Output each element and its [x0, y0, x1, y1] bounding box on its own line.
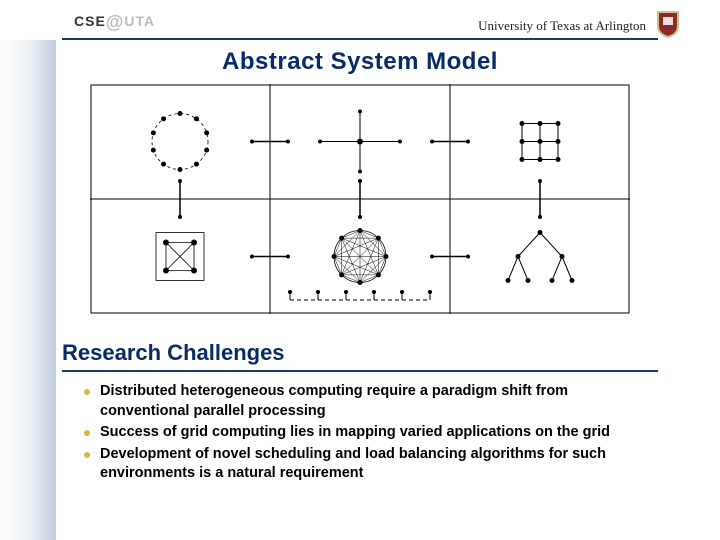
dept-logo: CSE@UTA: [74, 12, 155, 33]
university-name: University of Texas at Arlington: [478, 18, 646, 34]
list-item: Success of grid computing lies in mappin…: [66, 423, 660, 443]
slide-title: Abstract System Model: [0, 48, 720, 76]
header-rule: [62, 38, 658, 40]
list-item: Distributed heterogeneous computing requ…: [66, 382, 660, 421]
bullet-text: Distributed heterogeneous computing requ…: [100, 382, 660, 421]
bullet-icon: [84, 430, 90, 436]
decorative-sidebar: [0, 40, 56, 540]
bullet-text: Success of grid computing lies in mappin…: [100, 423, 610, 443]
logo-cse: CSE: [74, 13, 106, 29]
system-model-diagram: [90, 84, 630, 314]
bullet-text: Development of novel scheduling and load…: [100, 445, 660, 484]
section-rule: [62, 370, 658, 372]
logo-uta: UTA: [124, 13, 155, 29]
university-crest-icon: [656, 10, 680, 38]
section-heading: Research Challenges: [62, 340, 285, 366]
bullet-list: Distributed heterogeneous computing requ…: [66, 382, 660, 486]
bullet-icon: [84, 389, 90, 395]
logo-at-icon: @: [106, 12, 125, 32]
list-item: Development of novel scheduling and load…: [66, 445, 660, 484]
bullet-icon: [84, 452, 90, 458]
